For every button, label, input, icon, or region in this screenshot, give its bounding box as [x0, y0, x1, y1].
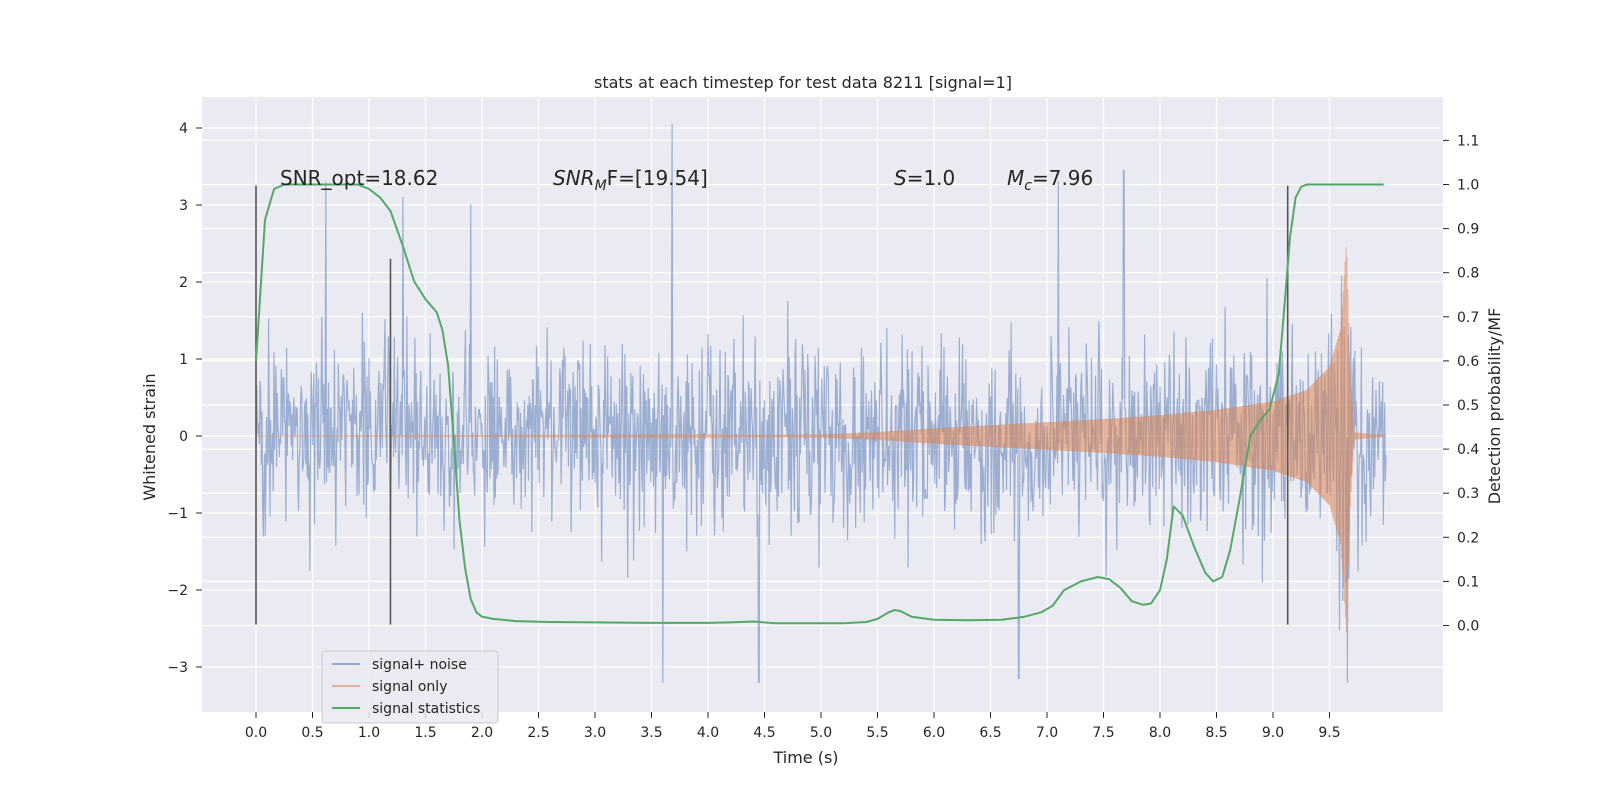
annotation-snr-mf-main: SNR: [553, 166, 595, 190]
x-tick-label: 6.5: [979, 725, 1001, 741]
y-right-tick-label: 0.7: [1457, 310, 1479, 326]
series-signal-noise: [255, 123, 1387, 683]
x-tick-label: 8.0: [1149, 725, 1171, 741]
y-left-tick-label: 4: [179, 121, 188, 137]
x-tick-label: 1.5: [414, 725, 436, 741]
annotation-s-main: S: [894, 166, 907, 190]
annotation-snr-mf: SNRMF=[19.54]: [553, 166, 708, 194]
series-signal-statistics: [255, 183, 1384, 625]
y-right-tick-label: 0.2: [1457, 530, 1479, 546]
annotation-mc: Mc=7.96: [1007, 166, 1093, 194]
x-tick-label: 4.5: [753, 725, 775, 741]
y-left-tick-label: 1: [179, 352, 188, 368]
annotation-snr-opt: SNR_opt=18.62: [280, 166, 438, 190]
x-tick-label: 4.0: [697, 725, 719, 741]
annotation-snr-mf-sub: M: [595, 178, 607, 194]
y-left-tick-label: 3: [179, 198, 188, 214]
y-right-tick-label: 0.6: [1457, 354, 1479, 370]
y-right-tick-label: 0.9: [1457, 222, 1479, 238]
y-right-tick-label: 0.1: [1457, 574, 1479, 590]
x-tick-label: 5.0: [810, 725, 832, 741]
annotation-mc-sub: c: [1024, 178, 1032, 194]
x-tick-label: 2.5: [527, 725, 549, 741]
y-right-tick-label: 0.8: [1457, 266, 1479, 282]
x-tick-label: 1.0: [358, 725, 380, 741]
y-right-tick-label: 0.5: [1457, 398, 1479, 414]
x-tick-label: 2.0: [471, 725, 493, 741]
x-tick-label: 0.5: [301, 725, 323, 741]
x-tick-label: 3.0: [584, 725, 606, 741]
x-tick-label: 7.0: [1036, 725, 1058, 741]
y-right-axis-ticks: 0.0 0.1 0.2 0.3 0.4 0.5 0.6 0.7 0.8 0.9 1.0 1.1: [1443, 133, 1479, 635]
x-tick-label: 5.5: [866, 725, 888, 741]
annotation-s-rest: =1.0: [907, 166, 956, 190]
y-right-tick-label: 0.3: [1457, 486, 1479, 502]
x-tick-label: 0.0: [245, 725, 267, 741]
y-left-tick-label: 2: [179, 275, 188, 291]
annotation-snr-mf-rest: F=[19.54]: [607, 166, 708, 190]
legend: signal+ noise signal only signal statist…: [321, 650, 499, 724]
y-right-tick-label: 1.0: [1457, 178, 1479, 194]
y-left-tick-label: −3: [167, 660, 188, 676]
annotation-mc-rest: =7.96: [1032, 166, 1093, 190]
x-tick-label: 9.0: [1262, 725, 1284, 741]
legend-label-signal-statistics: signal statistics: [372, 701, 480, 717]
series-line-signal-statistics: [255, 183, 1384, 625]
y-left-tick-label: −1: [167, 506, 188, 522]
series-line-signal-noise: [255, 123, 1387, 683]
chart-title: stats at each timestep for test data 821…: [594, 73, 1012, 92]
y-left-axis-ticks: −3 −2 −1 0 1 2 3 4: [167, 121, 202, 676]
x-tick-label: 7.5: [1092, 725, 1114, 741]
x-axis-label: Time (s): [772, 748, 838, 767]
y-left-tick-label: −2: [167, 583, 188, 599]
legend-label-signal-only: signal only: [372, 679, 447, 695]
y-right-tick-label: 0.4: [1457, 442, 1479, 458]
x-tick-label: 6.0: [923, 725, 945, 741]
y-axis-right-label: Detection probability/MF: [1485, 308, 1504, 505]
x-tick-label: 9.5: [1318, 725, 1340, 741]
y-axis-left-label: Whitened strain: [140, 373, 159, 500]
legend-label-signal-noise: signal+ noise: [372, 657, 467, 673]
y-right-tick-label: 0.0: [1457, 619, 1479, 635]
series-signal-only: [256, 246, 1387, 633]
y-left-tick-label: 0: [179, 429, 188, 445]
x-axis-ticks: 0.0 0.5 1.0 1.5 2.0 2.5 3.0 3.5 4.0 4.5 5.0 5.5 6.0 6…: [245, 712, 1341, 741]
x-tick-label: 3.5: [640, 725, 662, 741]
series-line-signal-only: [256, 246, 1387, 633]
y-right-tick-label: 1.1: [1457, 133, 1479, 149]
annotation-s: S=1.0: [894, 166, 955, 190]
x-tick-label: 8.5: [1205, 725, 1227, 741]
annotation-mc-main: M: [1007, 166, 1024, 190]
legend-box: [321, 650, 499, 724]
